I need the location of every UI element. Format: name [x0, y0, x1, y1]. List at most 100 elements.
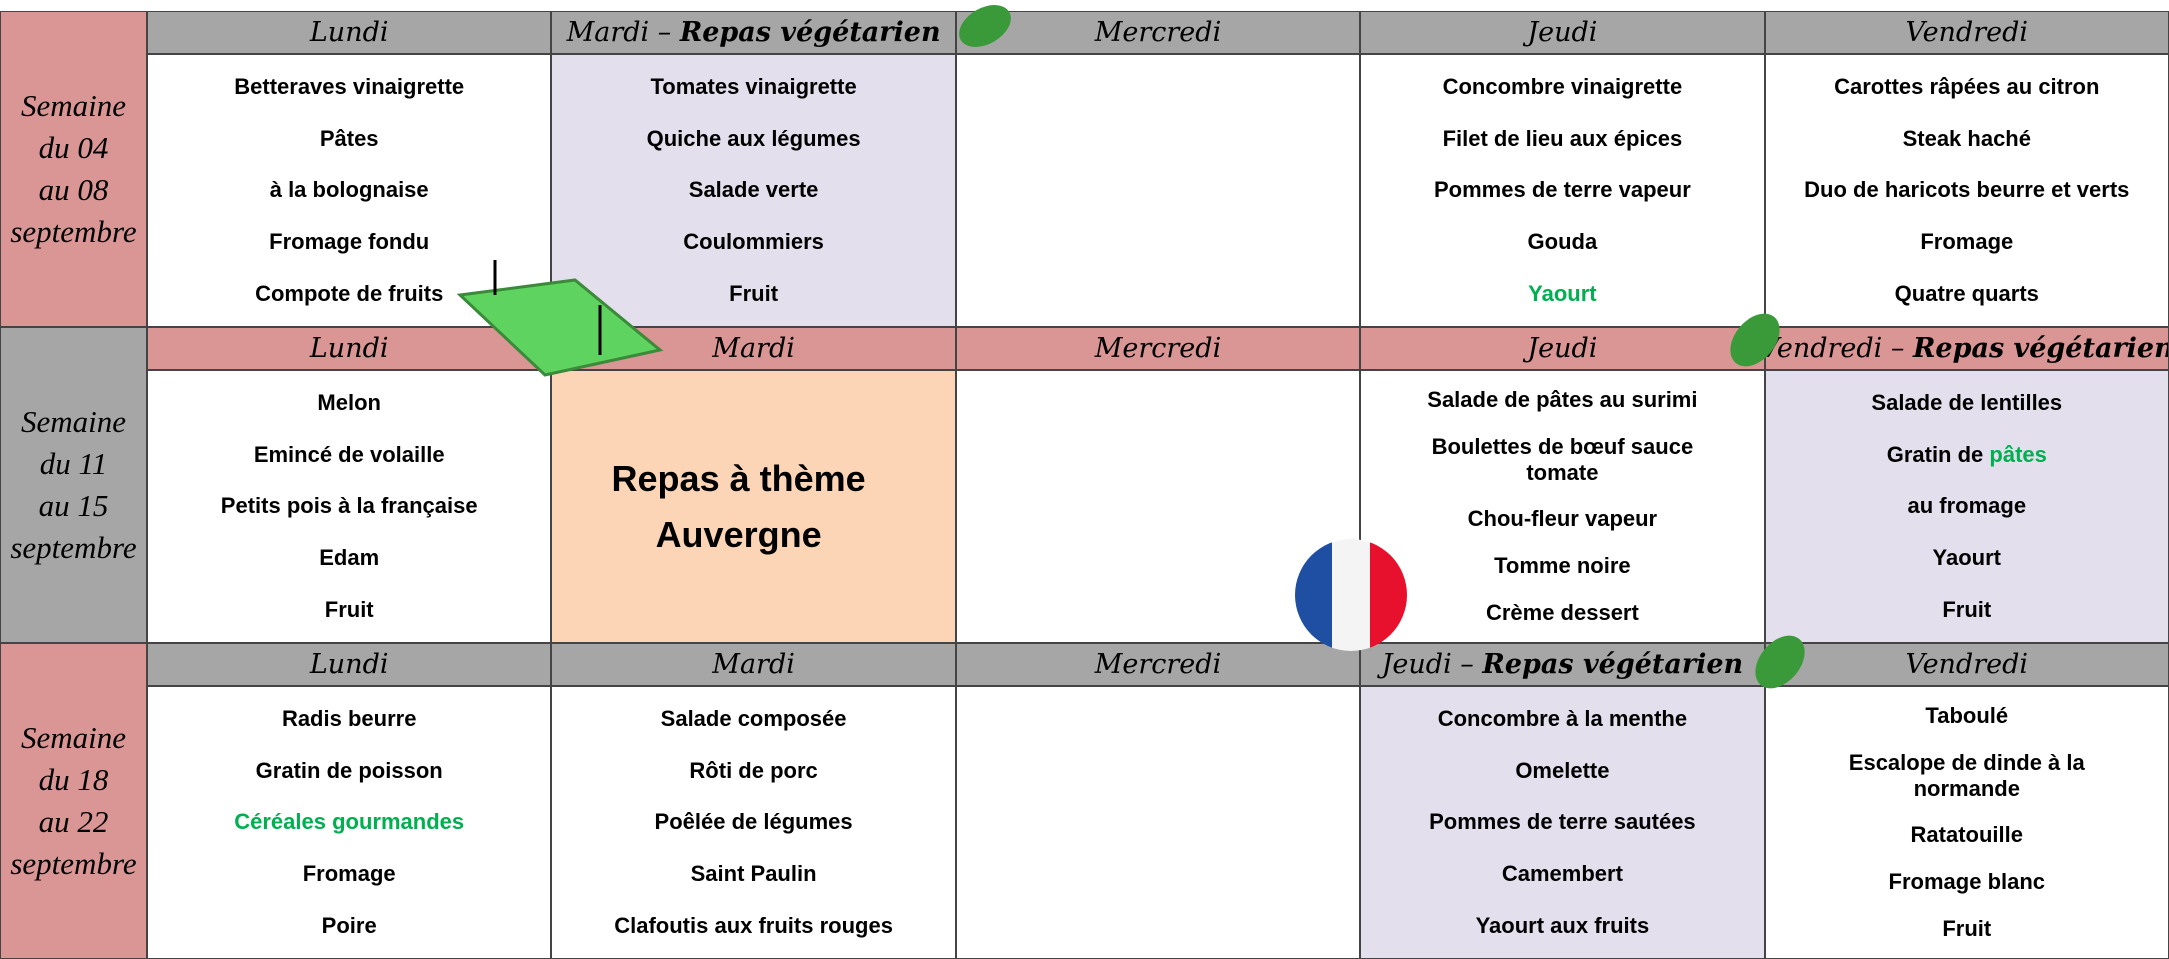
menu-item: Concombre vinaigrette [1442, 73, 1683, 99]
week-label-line: au 22 [38, 804, 109, 839]
day-name: Mardi [712, 649, 795, 680]
day-name: Jeudi [1527, 333, 1598, 364]
menu-item: Poêlée de légumes [654, 809, 853, 835]
menu-item: Fromage fondu [269, 229, 430, 255]
menu-item: Yaourt [1932, 545, 2002, 571]
menu-cell: Salade de pâtes au surimi Boulettes de bœ… [1360, 370, 1765, 643]
menu-item: Pâtes [319, 125, 379, 151]
menu-item-text: Gratin de [1886, 441, 1990, 467]
menu-item: Salade de lentilles [1871, 389, 2063, 415]
french-flag [1295, 539, 1407, 651]
day-header: Mercredi [955, 327, 1361, 370]
menu-item: Escalope de dinde à la normande [1848, 749, 2085, 801]
menu-item: Pommes de terre sautées [1429, 809, 1696, 835]
menu-item: Pommes de terre vapeur [1434, 177, 1691, 203]
menu-cell: Melon Emincé de volaille Petits pois à la … [147, 370, 552, 643]
day-header: Vendredi – Repas végétarien [1764, 327, 2169, 370]
week-label-line: Semaine [20, 404, 127, 439]
theme-line: Auvergne [655, 513, 822, 555]
day-name: Mardi – [566, 17, 680, 48]
menu-item: Salade verte [688, 177, 819, 203]
menu-item: Tomates vinaigrette [650, 73, 857, 99]
menu-item: Clafoutis aux fruits rouges [614, 913, 893, 939]
leaf [959, 5, 1011, 47]
week-label-line: septembre [10, 530, 137, 565]
menu-item: Compote de fruits [255, 281, 444, 307]
menu-item: Fromage [302, 861, 396, 887]
week-label-line: du 18 [38, 762, 109, 797]
day-header: Lundi [147, 327, 552, 370]
menu-cell: Taboulé Escalope de dinde à la normande Ra… [1764, 686, 2169, 959]
menu-item: Camembert [1501, 861, 1623, 887]
menu-item: Yaourt [1528, 281, 1597, 307]
day-name: Mercredi [1094, 649, 1222, 680]
week-label-line: du 04 [38, 130, 109, 165]
menu-item: Filet de lieu aux épices [1442, 125, 1683, 151]
day-name: Vendredi [1905, 17, 2029, 48]
menu-cell: Salade composée Rôti de porc Poêlée de lég… [551, 686, 956, 959]
menu-item: Steak haché [1902, 125, 2031, 151]
day-header: Lundi [147, 643, 552, 686]
menu-cell [955, 54, 1361, 327]
week-label-line: au 15 [38, 488, 109, 523]
menu-item: Poire [321, 913, 377, 939]
menu-item: Boulettes de bœuf sauce tomate [1431, 433, 1694, 485]
day-header: Vendredi [1764, 643, 2169, 686]
menu-item: Céréales gourmandes [234, 809, 465, 835]
menu-cell: Carottes râpées au citron Steak haché Duo … [1764, 54, 2169, 327]
menu-item: Fruit [1942, 915, 1992, 941]
day-name: Vendredi [1905, 649, 2029, 680]
menu-item: Duo de haricots beurre et verts [1804, 177, 2130, 203]
menu-item: au fromage [1907, 493, 2027, 519]
day-name: Mercredi [1094, 333, 1222, 364]
menu-cell: Concombre à la menthe Omelette Pommes de t… [1360, 686, 1765, 959]
menu-item: Fromage [1920, 229, 2014, 255]
week-label-line: du 11 [39, 446, 108, 481]
menu-item: Chou-fleur vapeur [1467, 506, 1658, 532]
week-label: Semaine du 18 au 22 septembre [0, 643, 147, 959]
menu-item: Gratin de pâtes [1887, 442, 2047, 468]
menu-item: à la bolognaise [269, 177, 429, 203]
menu-item: Gouda [1527, 229, 1598, 255]
menu-item: Carottes râpées au citron [1834, 73, 2100, 99]
menu-item: Omelette [1515, 757, 1610, 783]
day-header: Mercredi [955, 643, 1361, 686]
day-name: Jeudi – [1381, 649, 1483, 680]
menu-item: Betteraves vinaigrette [234, 73, 465, 99]
menu-item: Saint Paulin [690, 861, 817, 887]
day-name: Lundi [309, 333, 389, 364]
day-note: Repas végétarien [1912, 333, 2169, 364]
week-label-line: Semaine [20, 88, 127, 123]
menu-cell: Salade de lentilles Gratin de pâtes au fro… [1764, 370, 2169, 643]
day-header: Vendredi [1764, 11, 2169, 54]
day-name: Mardi [712, 333, 795, 364]
menu-item: Taboulé [1925, 703, 2009, 729]
menu-item: Gratin de poisson [255, 757, 443, 783]
day-name: Mercredi [1094, 17, 1222, 48]
menu-item: Emincé de volaille [253, 441, 445, 467]
menu-table: Semaine du 04 au 08 septembre Lundi Betterave… [0, 11, 2169, 959]
day-header: Lundi [147, 11, 552, 54]
menu-cell [955, 686, 1361, 959]
menu-item: Quiche aux légumes [646, 125, 861, 151]
menu-item: Fruit [1942, 597, 1992, 623]
menu-item: Melon [317, 389, 381, 415]
menu-cell: Tomates vinaigrette Quiche aux légumes Sal… [551, 54, 956, 327]
menu-item: Concombre à la menthe [1437, 705, 1688, 731]
menu-item: Coulommiers [683, 229, 824, 255]
menu-item: Tomme noire [1494, 553, 1631, 579]
menu-item: Salade composée [660, 705, 847, 731]
menu-item: Yaourt aux fruits [1475, 913, 1650, 939]
menu-item: Fruit [729, 281, 779, 307]
week-label: Semaine du 04 au 08 septembre [0, 11, 147, 327]
week-label-line: Semaine [20, 720, 127, 755]
menu-item: Edam [319, 545, 380, 571]
menu-item: Rôti de porc [689, 757, 818, 783]
day-header: Mardi [551, 643, 956, 686]
menu-cell: Repas à thème Auvergne [551, 370, 956, 643]
day-note: Repas végétarien [1482, 649, 1744, 680]
week-label-line: septembre [10, 214, 137, 249]
menu-item: Salade de pâtes au surimi [1427, 387, 1698, 413]
day-header: Mercredi [955, 11, 1361, 54]
